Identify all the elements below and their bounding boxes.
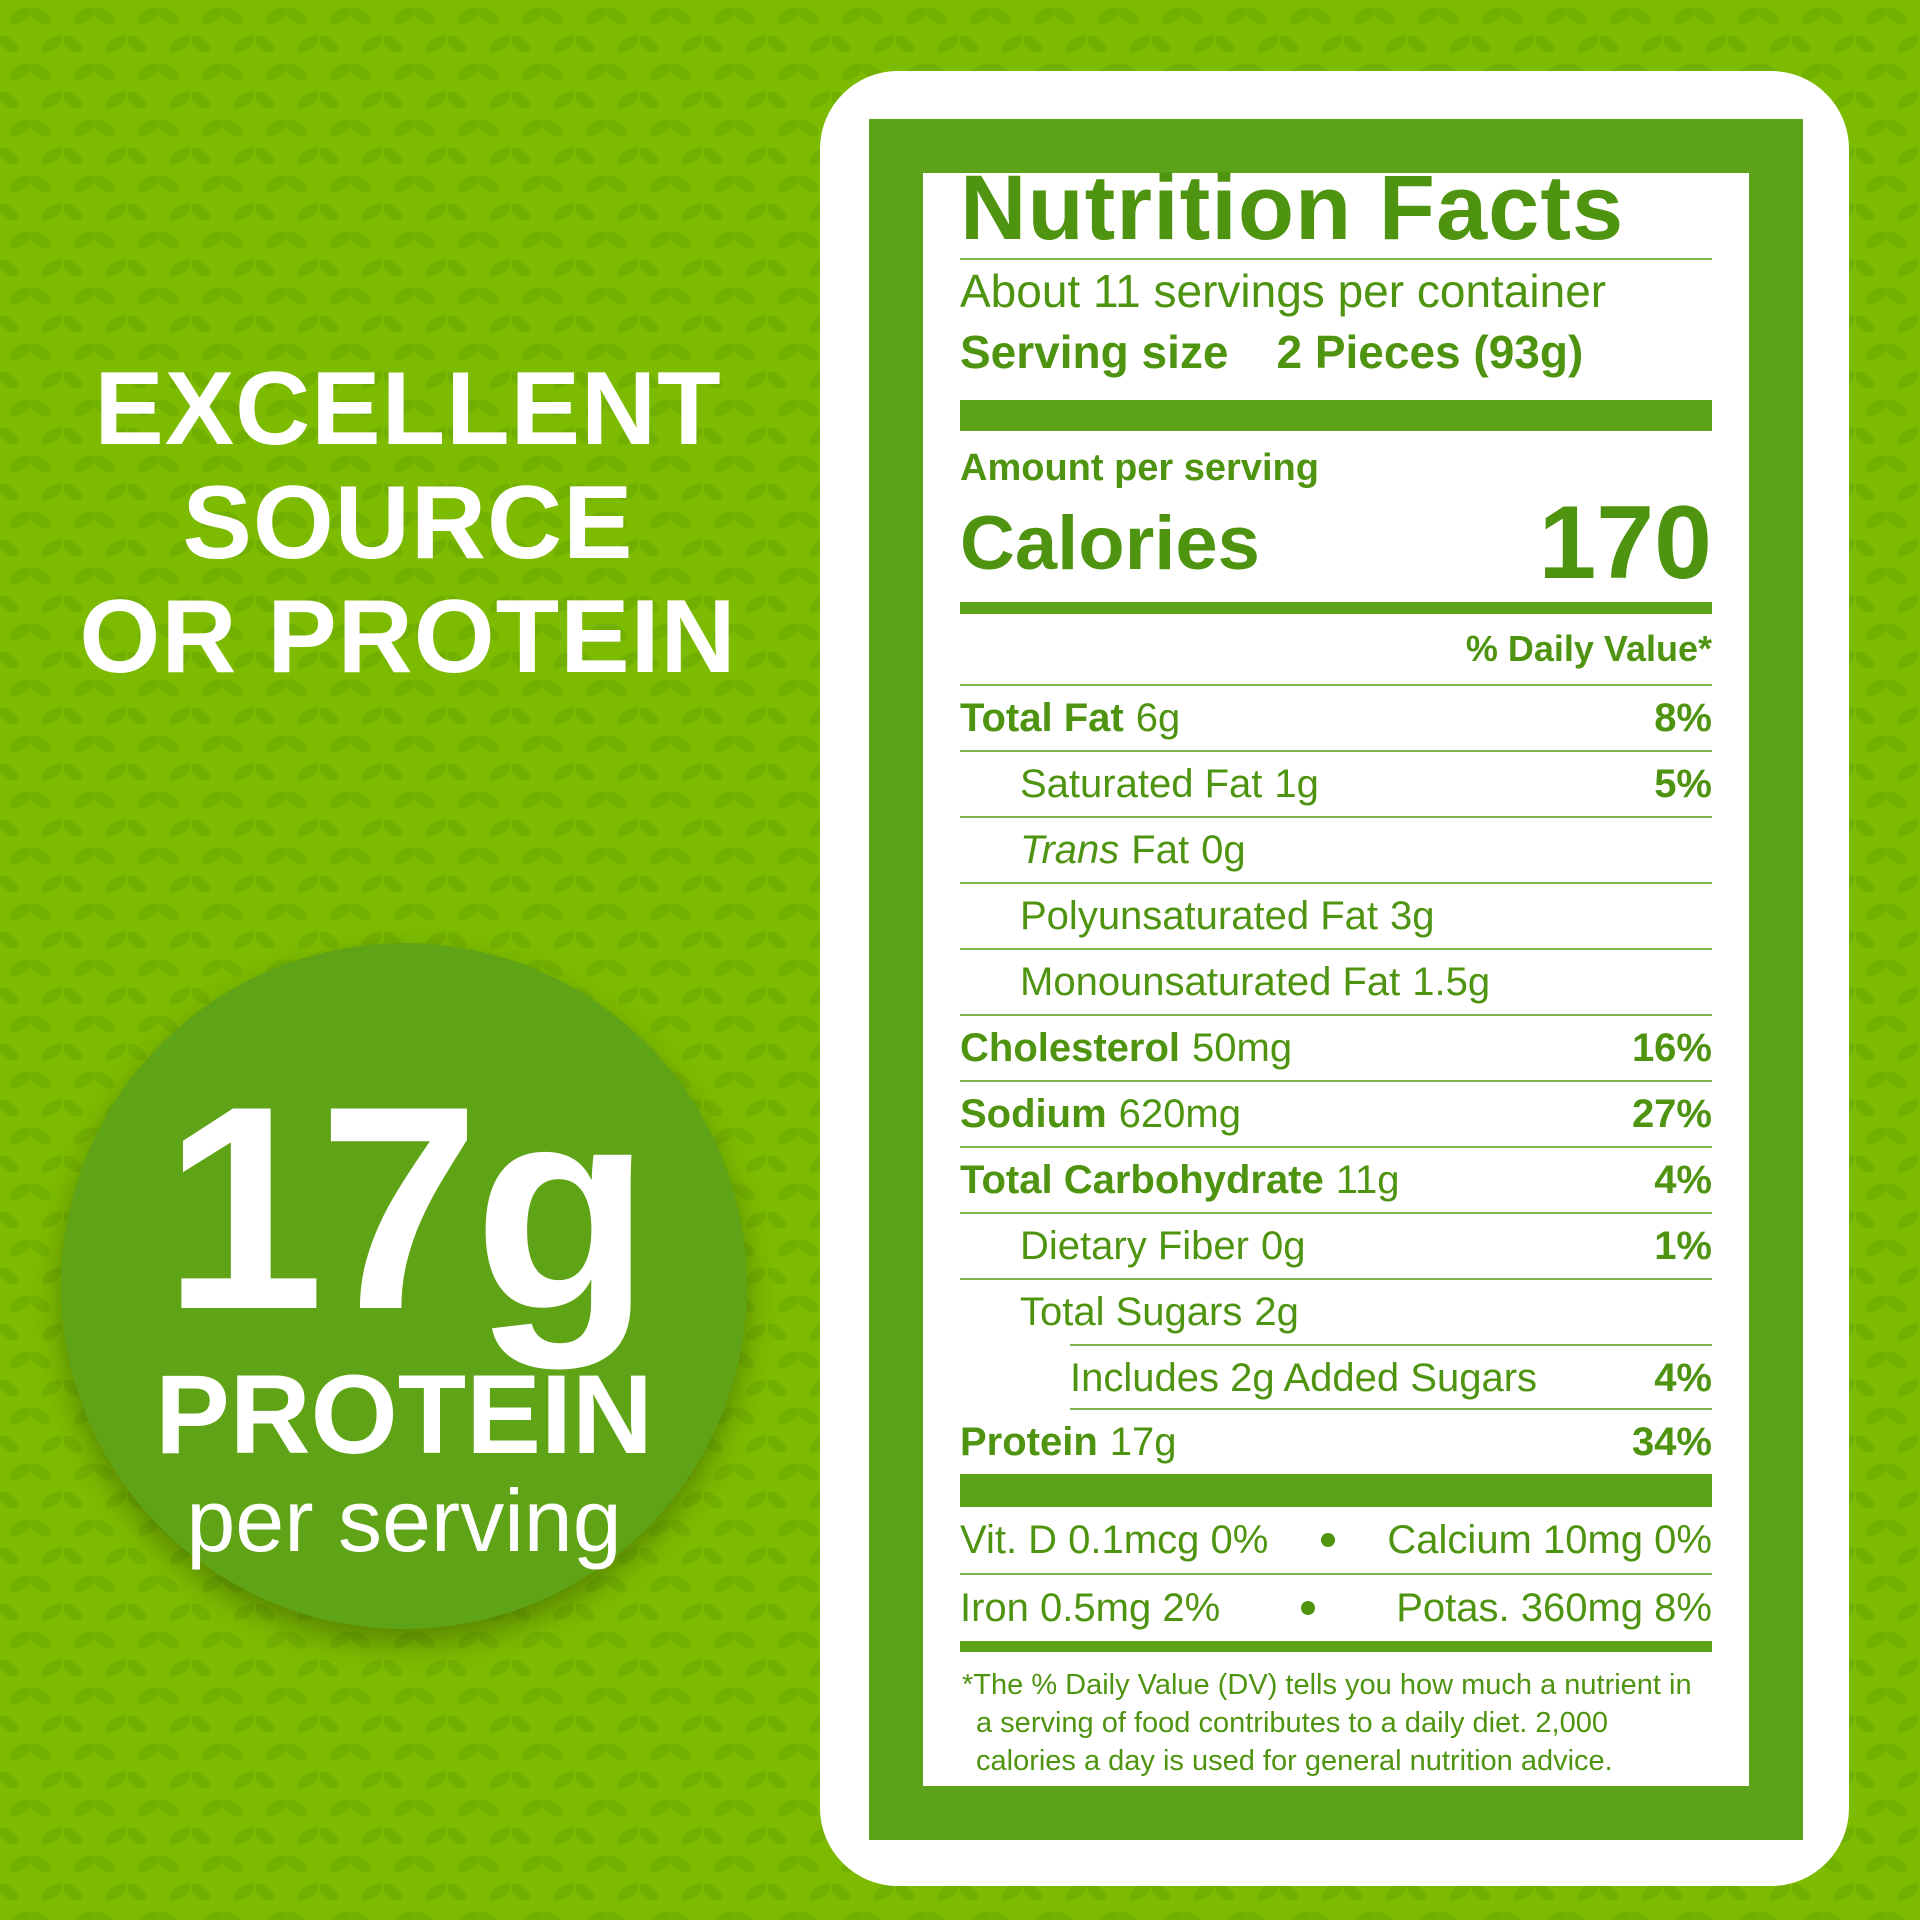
- nutrient-dv: 5%: [1654, 762, 1712, 806]
- nutrient-amount: 2g: [1254, 1290, 1299, 1334]
- headline-line: OR PROTEIN: [79, 579, 737, 695]
- vitamin: Iron 0.5mg 2%: [960, 1586, 1221, 1630]
- thick-rule: [960, 1474, 1712, 1507]
- nutrient-name: Polyunsaturated Fat: [1020, 894, 1378, 938]
- calories-label: Calories: [960, 500, 1260, 586]
- thick-rule: [960, 400, 1712, 431]
- nutrient-dv: 1%: [1654, 1224, 1712, 1268]
- nutrient-amount: 6g: [1135, 696, 1181, 740]
- amount-per-serving: Amount per serving: [960, 447, 1319, 489]
- nutrient-amount: 17g: [1109, 1420, 1177, 1464]
- nutrient-rows: Total Fat 6g 8% Saturated Fat 1g 5% Trans Fat 0g…: [960, 686, 1712, 1474]
- nutrient-row: Protein 17g 34%: [960, 1410, 1712, 1474]
- bullet: [1320, 1533, 1335, 1547]
- nutrition-label: Nutrition Facts About 11 servings per co…: [960, 158, 1712, 1780]
- bullet: [1301, 1601, 1316, 1615]
- vitamin: Potas. 360mg 8%: [1396, 1586, 1712, 1630]
- nutrient-row: Sodium 620mg 27%: [960, 1082, 1712, 1148]
- nutrient-name: Total Carbohydrate: [960, 1158, 1324, 1202]
- nutrient-name: Protein: [960, 1420, 1098, 1464]
- nutrient-name: Saturated Fat: [1020, 762, 1263, 806]
- label-frame: [869, 119, 1803, 1840]
- vitamins: Vit. D 0.1mcg 0% Calcium 10mg 0% Iron 0.5m…: [960, 1507, 1712, 1641]
- label-title: Nutrition Facts: [960, 158, 1712, 260]
- nutrient-dv: 16%: [1631, 1026, 1712, 1070]
- nutrient-name: Total Fat: [960, 696, 1124, 740]
- nutrient-name: Cholesterol: [960, 1026, 1181, 1070]
- nutrient-row: Total Fat 6g 8%: [960, 686, 1712, 752]
- nutrient-row: Monounsaturated Fat 1.5g: [960, 950, 1712, 1016]
- badge-sub: per serving: [186, 1471, 622, 1570]
- nutrient-amount: 0g: [1201, 828, 1246, 872]
- vitamin: Calcium 10mg 0%: [1387, 1518, 1712, 1562]
- calories-value: 170: [1538, 484, 1712, 601]
- protein-badge: 17g PROTEIN per serving: [61, 943, 747, 1629]
- nutrient-amount: 1g: [1274, 762, 1319, 806]
- footnote: *The % Daily Value (DV) tells you how mu…: [962, 1669, 1692, 1777]
- nutrient-name: Total Sugars: [1020, 1290, 1243, 1334]
- nutrient-amount: 11g: [1335, 1158, 1400, 1202]
- nutrient-dv: 8%: [1654, 696, 1712, 740]
- serving-size-value: 2 Pieces (93g): [1276, 326, 1584, 378]
- headline: EXCELLENT SOURCE OR PROTEIN: [58, 352, 758, 694]
- nutrient-row: Saturated Fat 1g 5%: [960, 752, 1712, 818]
- vitamin-row: Iron 0.5mg 2% Potas. 360mg 8%: [960, 1573, 1712, 1641]
- dv-header: % Daily Value*: [960, 614, 1712, 686]
- serving-size: Serving size 2 Pieces (93g): [960, 322, 1712, 382]
- nutrient-name-italic: Trans: [1020, 828, 1120, 872]
- nutrient-row: Dietary Fiber 0g 1%: [960, 1214, 1712, 1280]
- calories: Calories 170: [960, 485, 1712, 601]
- medium-rule: [960, 1641, 1712, 1652]
- headline-line: EXCELLENT: [94, 351, 722, 467]
- nutrient-amount: 0g: [1260, 1224, 1306, 1268]
- nutrient-dv: 27%: [1631, 1092, 1712, 1136]
- badge-label: PROTEIN: [155, 1352, 653, 1477]
- nutrient-dv: 4%: [1654, 1158, 1712, 1202]
- nutrient-amount: 1.5g: [1412, 960, 1491, 1004]
- serving-size-label: Serving size: [960, 326, 1229, 378]
- nutrient-dv: 34%: [1631, 1420, 1712, 1464]
- nutrient-name: Dietary Fiber: [1020, 1224, 1249, 1268]
- nutrient-name: Sodium: [960, 1092, 1107, 1136]
- nutrient-amount: 50mg: [1192, 1026, 1293, 1070]
- headline-line: SOURCE: [182, 465, 634, 581]
- nutrient-amount: 620mg: [1118, 1092, 1241, 1136]
- nutrient-amount: 3g: [1390, 894, 1435, 938]
- nutrient-name: Monounsaturated Fat: [1020, 960, 1401, 1004]
- nutrient-dv: 4%: [1654, 1356, 1712, 1400]
- nutrient-row: Cholesterol 50mg 16%: [960, 1016, 1712, 1082]
- nutrient-name: Fat: [1131, 828, 1190, 872]
- label-card: [820, 71, 1849, 1886]
- nutrient-row: Total Sugars 2g: [960, 1280, 1712, 1344]
- nutrient-row: Includes 2g Added Sugars 4%: [1070, 1344, 1712, 1410]
- servings: About 11 servings per container: [960, 265, 1607, 317]
- nutrient-name: Includes 2g Added Sugars: [1070, 1356, 1538, 1400]
- nutrient-row: Total Carbohydrate 11g 4%: [960, 1148, 1712, 1214]
- vitamin: Vit. D 0.1mcg 0%: [960, 1518, 1269, 1562]
- badge-amount: 17g: [163, 1046, 651, 1370]
- nutrient-row: Trans Fat 0g: [960, 818, 1712, 884]
- vitamin-row: Vit. D 0.1mcg 0% Calcium 10mg 0%: [960, 1507, 1712, 1573]
- medium-rule: [960, 602, 1712, 614]
- nutrient-row: Polyunsaturated Fat 3g: [960, 884, 1712, 950]
